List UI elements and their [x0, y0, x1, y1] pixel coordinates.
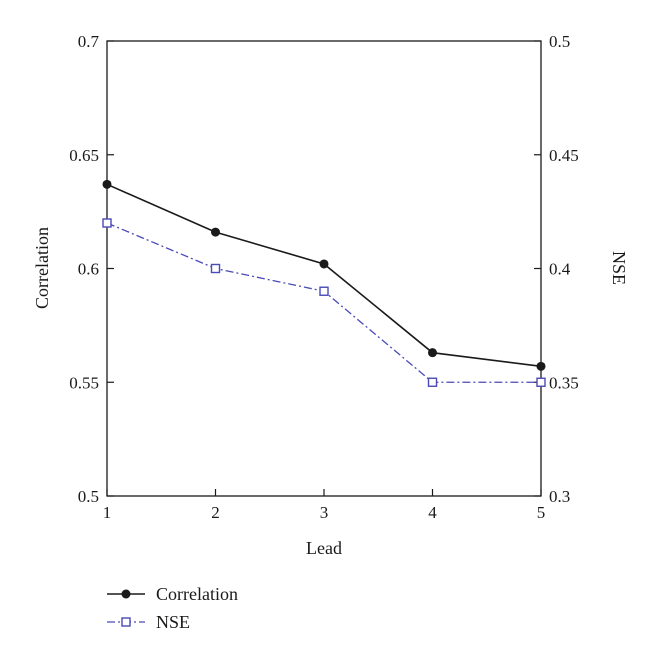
y-left-tick-label-0-6: 0.6	[78, 260, 99, 279]
series-correlation-point-4	[428, 348, 437, 358]
series-correlation-point-1	[102, 179, 112, 189]
y-left-tick-label-0-5: 0.5	[78, 487, 99, 506]
y-right-tick-label-0-5: 0.5	[549, 32, 570, 51]
legend-correlation-marker	[121, 589, 131, 599]
y-left-axis-title: Correlation	[32, 227, 52, 309]
y-right-tick-label-0-45: 0.45	[549, 146, 579, 165]
series-correlation-line	[106, 183, 542, 368]
y-right-tick-label-0-4: 0.4	[549, 260, 571, 279]
x-axis-title: Lead	[306, 538, 342, 558]
series-layer	[102, 179, 546, 387]
legend: Correlation NSE	[107, 584, 238, 632]
x-tick-label-2: 2	[211, 503, 220, 522]
series-correlation-point-3	[319, 259, 329, 269]
x-tick-label-5: 5	[537, 503, 546, 522]
series-nse-point-5	[536, 377, 546, 387]
series-correlation-point-5	[536, 361, 546, 371]
y-left-tick-label-0-55: 0.55	[69, 373, 99, 392]
x-tick-label-3: 3	[320, 503, 329, 522]
y-right-axis-ticks: 0.3 0.35 0.4 0.45 0.5	[534, 32, 579, 506]
legend-nse-marker	[121, 617, 131, 627]
series-nse-point-1	[102, 218, 112, 228]
x-tick-label-1: 1	[103, 503, 112, 522]
legend-item-correlation: Correlation	[107, 584, 238, 604]
series-correlation-point-2	[211, 227, 220, 237]
y-left-tick-label-0-65: 0.65	[69, 146, 99, 165]
plot-area-frame	[106, 40, 542, 497]
series-nse-point-2	[210, 263, 221, 274]
y-right-axis-title: NSE	[609, 251, 629, 285]
x-tick-label-4: 4	[428, 503, 437, 522]
legend-item-nse: NSE	[107, 612, 190, 632]
y-left-tick-label-0-7: 0.7	[78, 32, 100, 51]
series-nse-point-3	[319, 286, 329, 296]
legend-correlation-label: Correlation	[156, 584, 238, 604]
y-right-tick-label-0-3: 0.3	[549, 487, 570, 506]
legend-nse-label: NSE	[156, 612, 190, 632]
series-nse-point-4	[427, 377, 438, 387]
y-right-tick-label-0-35: 0.35	[549, 373, 579, 392]
x-axis-ticks: 1 2 3 4 5	[103, 489, 546, 522]
y-left-axis-ticks: 0.5 0.55 0.6 0.65 0.7	[69, 32, 114, 506]
